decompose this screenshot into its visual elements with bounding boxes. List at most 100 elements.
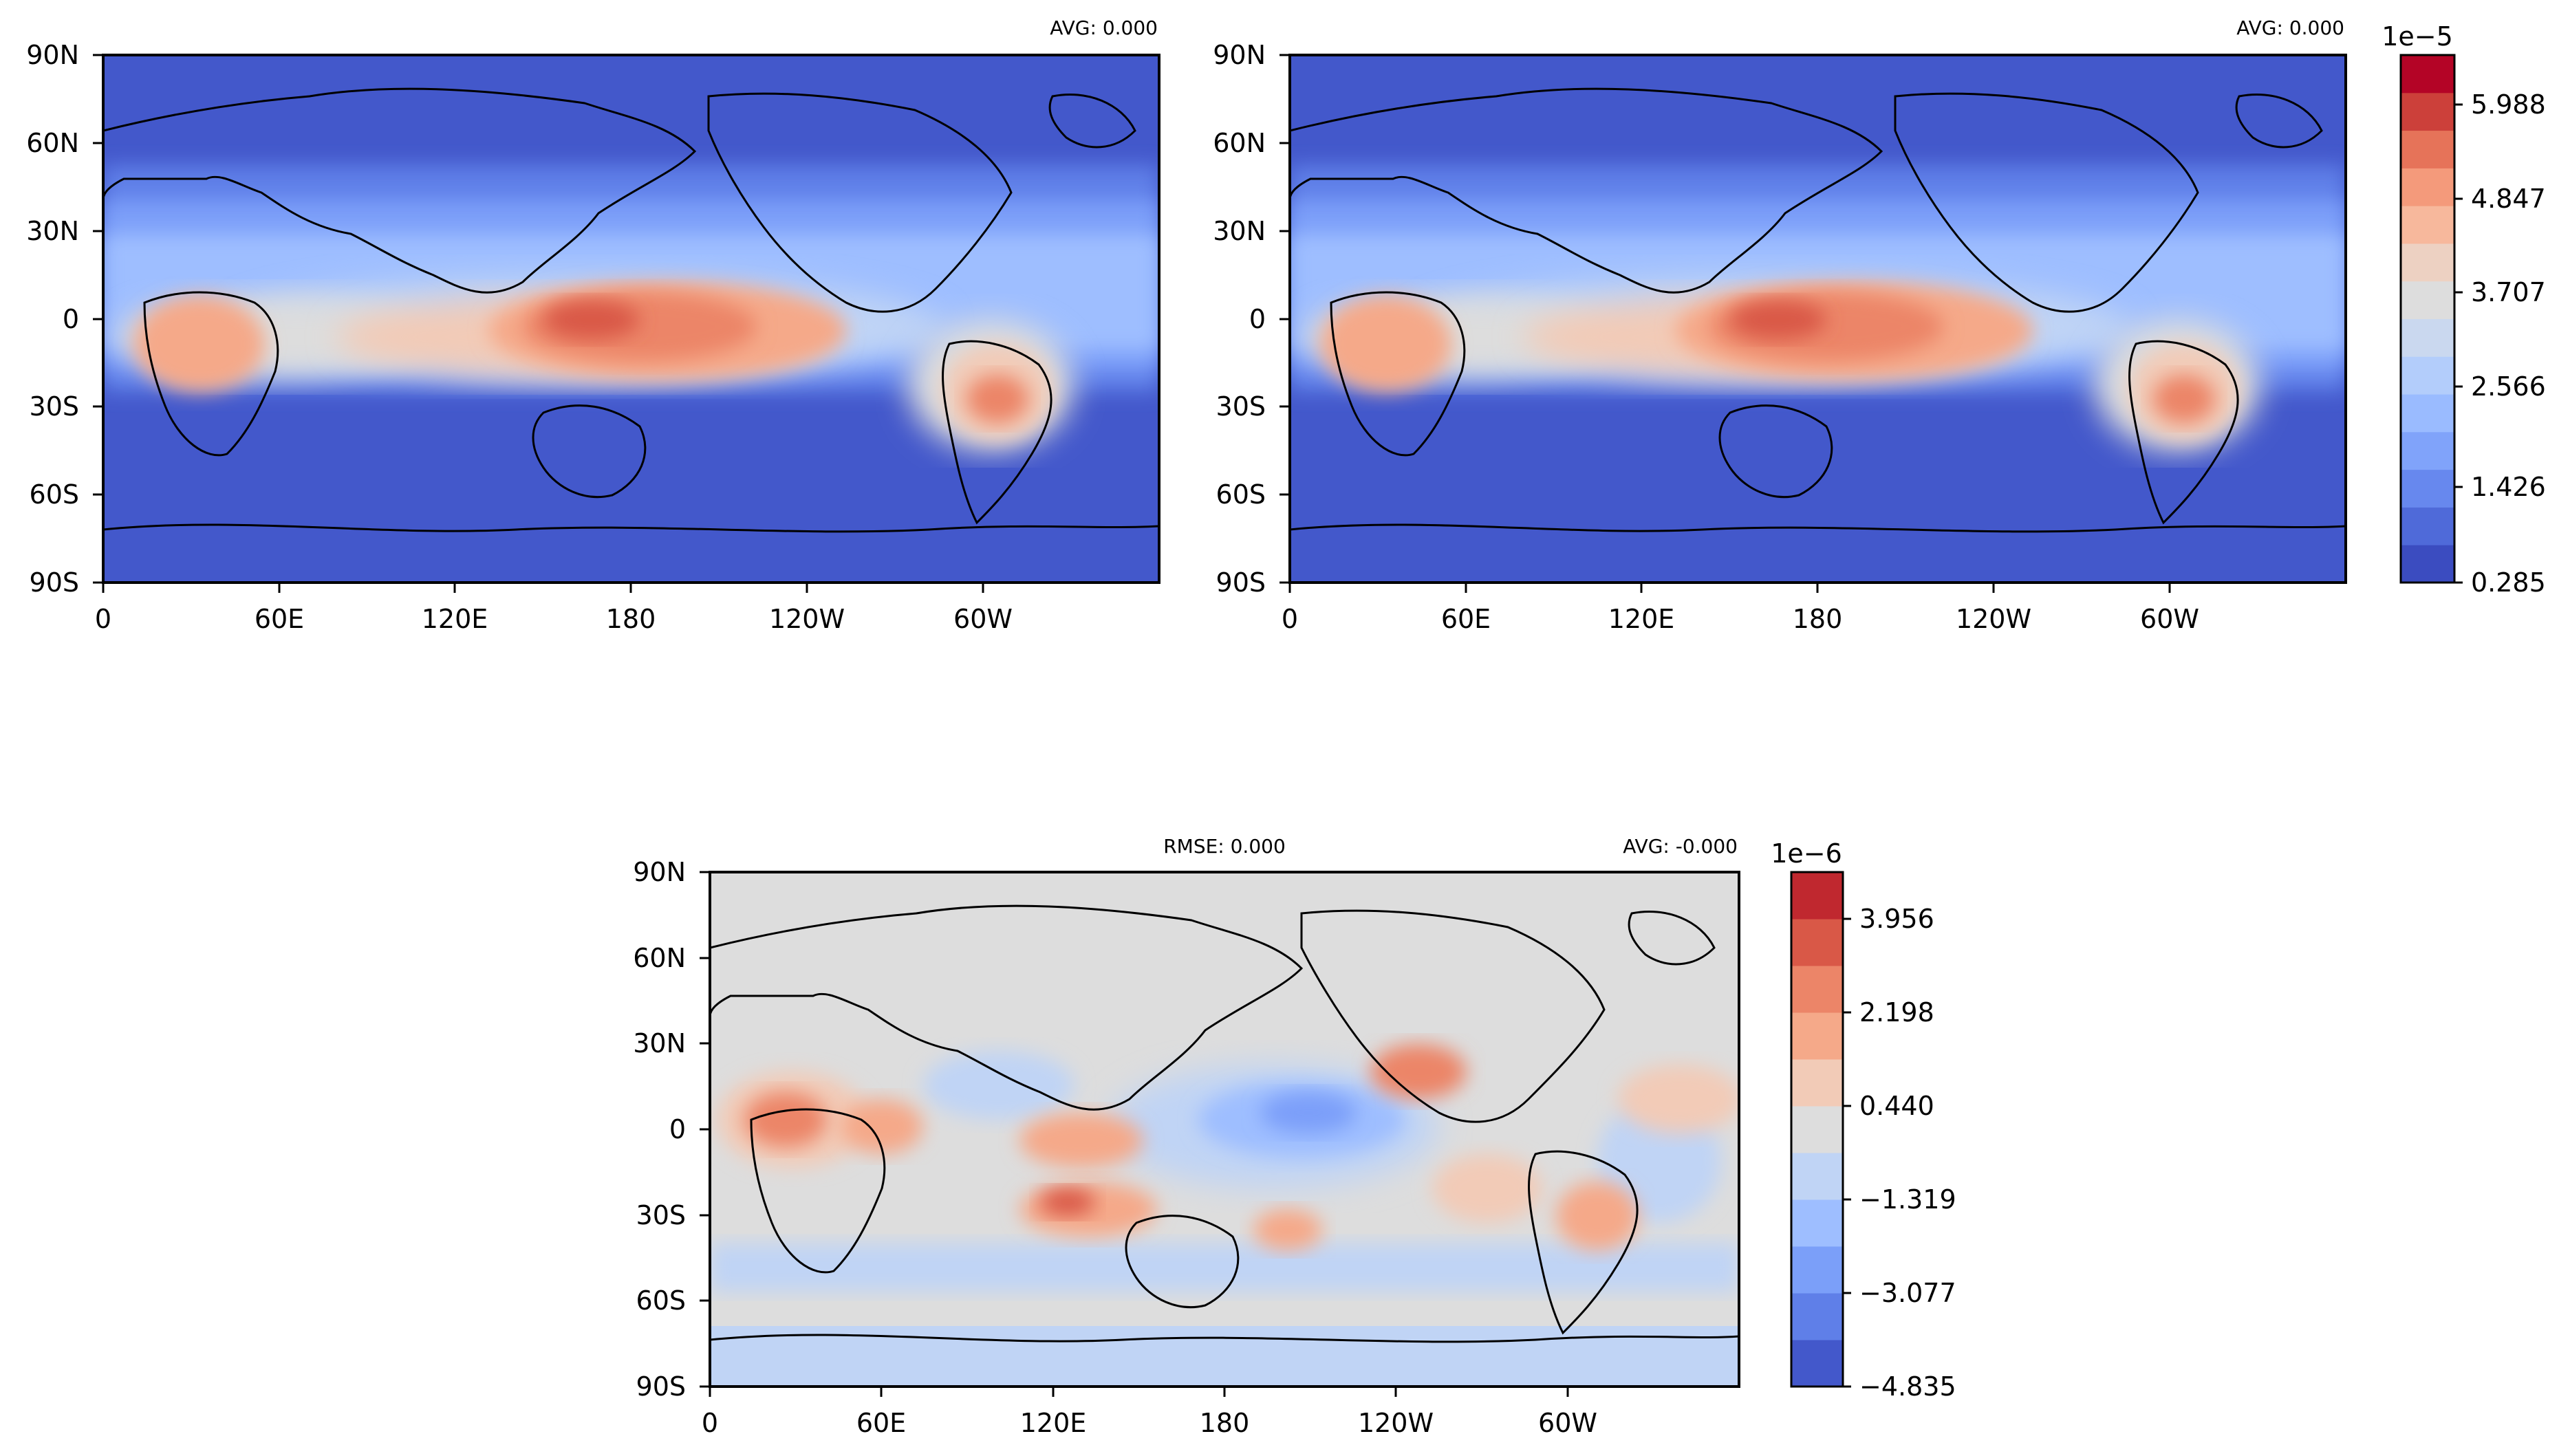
- x-tick-label: 120W: [1956, 604, 2031, 634]
- y-tick-label: 90S: [1216, 567, 1266, 598]
- y-tick-label: 60N: [1213, 128, 1266, 158]
- y-axis: 90N 60N 30N 0 30S 60S 90S: [633, 857, 710, 1402]
- rmse-label: RMSE: 0.000: [1163, 835, 1286, 858]
- x-tick-label: 0: [95, 604, 111, 634]
- colorbar-swatch: [1791, 919, 1843, 966]
- map-top-left: [103, 55, 1159, 583]
- x-axis: 0 60E 120E 180 120W 60W: [1282, 583, 2199, 634]
- colorbar-swatch: [1791, 1012, 1843, 1060]
- y-tick-label: 0: [63, 304, 79, 334]
- colorbar-swatch: [2401, 545, 2454, 583]
- colorbar-frame: [2399, 54, 2456, 584]
- y-tick-label: 90N: [26, 40, 79, 70]
- colorbar-tick-label: 0.285: [2471, 567, 2546, 598]
- colorbar-swatch: [2401, 281, 2454, 319]
- y-tick-label: 60N: [26, 128, 79, 158]
- colorbar-bottom: 1e−6 3.956 2.198 0.440 −1.319 −3.077 −4.…: [1771, 838, 1956, 1402]
- y-tick-label: 30S: [636, 1200, 686, 1230]
- y-axis: 90N 60N 30N 0 30S 60S 90S: [1213, 40, 1290, 598]
- x-tick-label: 60W: [953, 604, 1013, 634]
- y-axis: 90N 60N 30N 0 30S 60S 90S: [26, 40, 103, 598]
- colorbar-exponent: 1e−6: [1771, 838, 1842, 869]
- x-tick-label: 60E: [255, 604, 304, 634]
- colorbar-tick-label: 3.707: [2471, 277, 2546, 307]
- colorbar-swatch: [2401, 394, 2454, 433]
- y-tick-label: 60S: [1216, 479, 1266, 510]
- x-tick-label: 180: [606, 604, 656, 634]
- colorbar-swatch: [1791, 1293, 1843, 1340]
- y-tick-label: 60S: [636, 1285, 686, 1316]
- colorbar-swatch: [1791, 1246, 1843, 1294]
- colorbar-swatch: [2401, 130, 2454, 169]
- y-tick-label: 30N: [1213, 216, 1266, 246]
- x-tick-label: 120W: [769, 604, 845, 634]
- colorbar-swatch: [2401, 318, 2454, 357]
- x-tick-label: 120E: [1608, 604, 1675, 634]
- panel-top-left: AVG: 0.000 0 60E 120E 180 120W 60W 90N 6…: [26, 17, 1160, 634]
- x-axis: 0 60E 120E 180 120W 60W: [95, 583, 1013, 634]
- y-tick-label: 90N: [633, 857, 686, 887]
- map-bottom: [710, 872, 1742, 1387]
- colorbar-tick-label: 5.988: [2471, 89, 2546, 120]
- x-tick-label: 60W: [1538, 1408, 1597, 1438]
- colorbar-swatch: [1791, 1106, 1843, 1153]
- colorbar-swatch: [2401, 243, 2454, 282]
- colorbar-top: 1e−5 5.988 4.847 3.707 2.566 1.426 0.285: [2382, 21, 2546, 598]
- colorbar-swatch: [2401, 469, 2454, 508]
- y-tick-label: 60N: [633, 943, 686, 973]
- y-tick-label: 30N: [26, 216, 79, 246]
- colorbar-tick-label: 2.566: [2471, 371, 2546, 402]
- colorbar-swatch: [2401, 92, 2454, 131]
- colorbar-swatch: [2401, 206, 2454, 244]
- colorbar-swatch: [2401, 507, 2454, 545]
- colorbar-swatch: [1791, 1153, 1843, 1200]
- colorbar-tick-label: −1.319: [1859, 1184, 1956, 1215]
- colorbar-tick-label: 2.198: [1859, 997, 1934, 1028]
- x-tick-label: 0: [1282, 604, 1298, 634]
- x-tick-label: 0: [702, 1408, 718, 1438]
- colorbar-exponent: 1e−5: [2382, 21, 2453, 52]
- colorbar-swatch: [1791, 1199, 1843, 1247]
- y-tick-label: 30S: [30, 391, 79, 422]
- x-tick-label: 60W: [2140, 604, 2199, 634]
- x-tick-label: 180: [1200, 1408, 1250, 1438]
- colorbar-swatches: [1791, 872, 1843, 1387]
- colorbar-tick-label: 1.426: [2471, 472, 2546, 502]
- colorbar-tick-label: −4.835: [1859, 1371, 1956, 1402]
- y-tick-label: 0: [669, 1114, 686, 1144]
- colorbar-tick-label: 0.440: [1859, 1091, 1934, 1121]
- x-axis: 0 60E 120E 180 120W 60W: [702, 1387, 1597, 1438]
- colorbar-swatch: [2401, 356, 2454, 395]
- y-tick-label: 90N: [1213, 40, 1266, 70]
- x-tick-label: 180: [1793, 604, 1843, 634]
- colorbar-swatch: [2401, 431, 2454, 470]
- avg-label: AVG: 0.000: [1050, 17, 1158, 39]
- x-tick-label: 60E: [856, 1408, 906, 1438]
- colorbar-swatch: [2401, 168, 2454, 206]
- x-tick-label: 120E: [422, 604, 488, 634]
- colorbar-frame: [1790, 871, 1844, 1388]
- y-tick-label: 30S: [1216, 391, 1266, 422]
- map-top-right: [1290, 55, 2346, 583]
- avg-label: AVG: 0.000: [2236, 17, 2344, 39]
- colorbar-swatch: [2401, 55, 2454, 94]
- colorbar-tick-label: −3.077: [1859, 1278, 1956, 1308]
- colorbar-tick-label: 4.847: [2471, 184, 2546, 214]
- colorbar-swatch: [1791, 1059, 1843, 1107]
- y-tick-label: 60S: [30, 479, 79, 510]
- y-tick-label: 90S: [30, 567, 79, 598]
- panel-bottom: RMSE: 0.000 AVG: -0.000 0 60E 120E 180 1…: [633, 835, 1742, 1438]
- y-tick-label: 0: [1249, 304, 1266, 334]
- avg-label: AVG: -0.000: [1623, 835, 1738, 858]
- colorbar-tick-label: 3.956: [1859, 904, 1934, 934]
- panel-top-right: AVG: 0.000 0 60E 120E 180 120W 60W 90N 6…: [1213, 17, 2347, 634]
- colorbar-swatch: [1791, 1340, 1843, 1387]
- y-tick-label: 30N: [633, 1028, 686, 1058]
- colorbar-swatches: [2401, 55, 2454, 583]
- x-tick-label: 60E: [1441, 604, 1491, 634]
- x-tick-label: 120W: [1358, 1408, 1434, 1438]
- x-tick-label: 120E: [1020, 1408, 1087, 1438]
- colorbar-swatch: [1791, 872, 1843, 920]
- colorbar-swatch: [1791, 966, 1843, 1013]
